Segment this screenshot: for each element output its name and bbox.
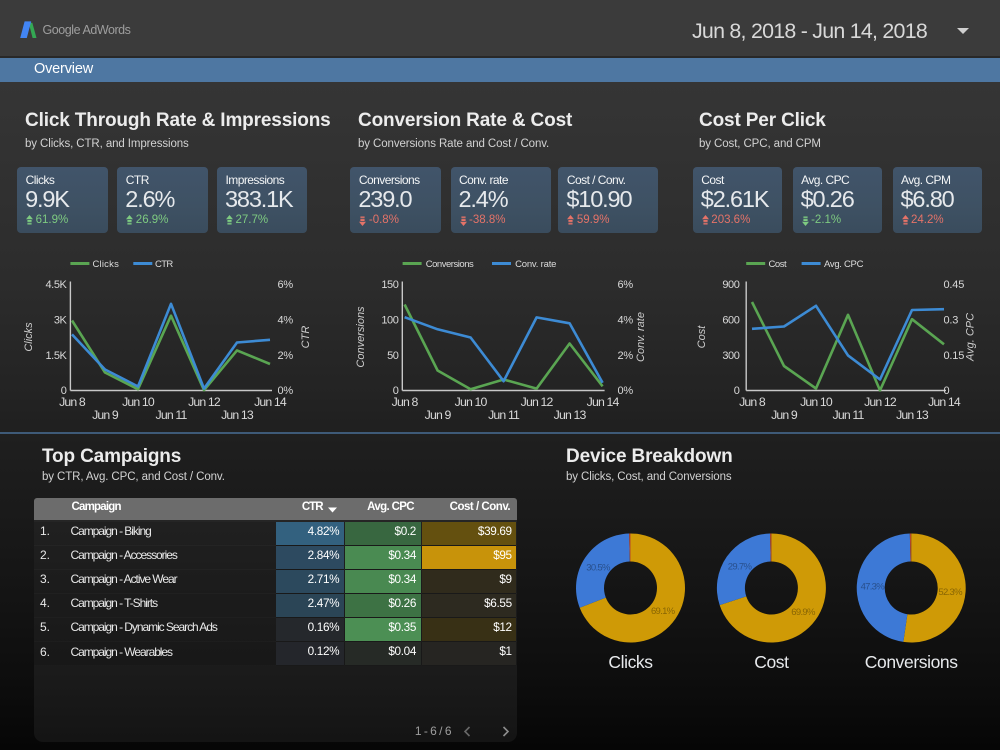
svg-text:Conv. rate: Conv. rate xyxy=(515,259,556,270)
svg-text:29.7%: 29.7% xyxy=(728,562,753,573)
svg-text:Jun 11: Jun 11 xyxy=(833,408,865,422)
svg-text:69.9%: 69.9% xyxy=(791,607,816,618)
svg-text:0.3: 0.3 xyxy=(944,315,959,327)
svg-text:30.5%: 30.5% xyxy=(586,562,611,573)
svg-text:Clicks: Clicks xyxy=(93,259,120,270)
svg-text:4%: 4% xyxy=(278,315,294,327)
svg-text:0.15: 0.15 xyxy=(944,350,965,362)
svg-text:6%: 6% xyxy=(278,279,294,291)
svg-text:Conversions: Conversions xyxy=(426,259,474,270)
svg-text:150: 150 xyxy=(381,279,398,291)
svg-text:Jun 13: Jun 13 xyxy=(554,408,587,422)
svg-text:2%: 2% xyxy=(618,350,634,362)
svg-text:Jun 10: Jun 10 xyxy=(122,395,155,409)
svg-text:Jun 10: Jun 10 xyxy=(800,395,833,409)
svg-text:Conv. rate: Conv. rate xyxy=(635,312,647,362)
svg-text:Jun 8: Jun 8 xyxy=(59,395,86,409)
svg-text:0%: 0% xyxy=(278,385,294,397)
svg-text:50: 50 xyxy=(387,350,399,362)
svg-text:0: 0 xyxy=(734,385,740,397)
svg-text:Clicks: Clicks xyxy=(608,652,653,672)
svg-text:Jun 12: Jun 12 xyxy=(521,395,554,409)
svg-text:600: 600 xyxy=(722,315,739,327)
svg-text:Jun 12: Jun 12 xyxy=(188,395,221,409)
svg-text:Jun 14: Jun 14 xyxy=(254,395,287,409)
svg-text:Jun 12: Jun 12 xyxy=(864,395,897,409)
svg-text:4.5K: 4.5K xyxy=(45,279,67,291)
svg-text:Jun 9: Jun 9 xyxy=(92,408,119,422)
svg-text:Jun 11: Jun 11 xyxy=(156,408,188,422)
svg-text:Cost: Cost xyxy=(769,259,787,270)
svg-text:0: 0 xyxy=(944,385,950,397)
svg-text:Jun 11: Jun 11 xyxy=(488,408,520,422)
svg-text:Clicks: Clicks xyxy=(23,322,35,352)
svg-text:0: 0 xyxy=(393,385,399,397)
svg-text:Jun 8: Jun 8 xyxy=(392,395,419,409)
svg-text:Conversions: Conversions xyxy=(865,652,959,672)
svg-text:300: 300 xyxy=(722,350,739,362)
svg-text:3K: 3K xyxy=(54,315,68,327)
svg-text:Jun 14: Jun 14 xyxy=(928,395,961,409)
svg-text:Jun 9: Jun 9 xyxy=(425,408,452,422)
svg-text:0: 0 xyxy=(61,385,67,397)
svg-text:Avg. CPC: Avg. CPC xyxy=(824,259,864,270)
svg-text:6%: 6% xyxy=(618,279,634,291)
svg-text:0.45: 0.45 xyxy=(944,279,965,291)
svg-text:0%: 0% xyxy=(618,385,634,397)
svg-text:69.1%: 69.1% xyxy=(651,606,676,617)
svg-text:Jun 9: Jun 9 xyxy=(771,408,798,422)
svg-text:Jun 14: Jun 14 xyxy=(587,395,620,409)
svg-text:100: 100 xyxy=(381,315,398,327)
svg-text:2%: 2% xyxy=(278,350,294,362)
svg-text:CTR: CTR xyxy=(300,326,312,349)
svg-text:Jun 8: Jun 8 xyxy=(739,395,766,409)
svg-text:Jun 10: Jun 10 xyxy=(455,395,488,409)
svg-text:Conversions: Conversions xyxy=(355,306,367,368)
svg-text:1.5K: 1.5K xyxy=(45,350,67,362)
svg-text:CTR: CTR xyxy=(155,259,173,270)
svg-text:900: 900 xyxy=(722,279,739,291)
svg-text:Jun 13: Jun 13 xyxy=(896,408,929,422)
svg-text:Cost: Cost xyxy=(754,652,789,672)
svg-text:52.3%: 52.3% xyxy=(938,587,963,598)
svg-text:4%: 4% xyxy=(618,315,634,327)
svg-text:47.3%: 47.3% xyxy=(861,582,886,593)
svg-text:Jun 13: Jun 13 xyxy=(221,408,254,422)
svg-text:Cost: Cost xyxy=(696,325,708,349)
svg-text:Avg. CPC: Avg. CPC xyxy=(965,313,977,362)
